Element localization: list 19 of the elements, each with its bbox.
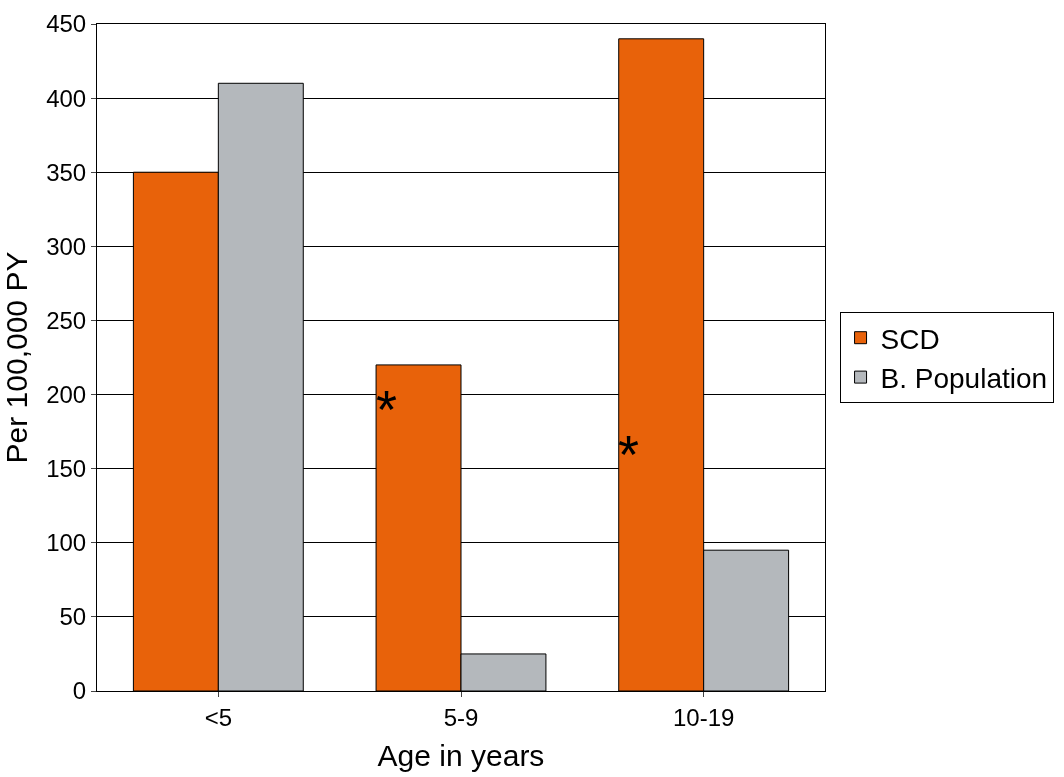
y-axis-title: Per 100,000 PY xyxy=(0,251,33,464)
y-tick-label: 250 xyxy=(46,306,87,334)
y-tick-label: 0 xyxy=(72,677,87,705)
y-tick-label: 400 xyxy=(46,84,87,112)
legend-label: SCD xyxy=(880,323,940,355)
annotation: * xyxy=(376,379,398,439)
x-tick-label: 5-9 xyxy=(443,703,479,731)
y-tick-label: 150 xyxy=(46,455,87,483)
y-tick-label: 200 xyxy=(46,380,87,408)
x-tick-label: <5 xyxy=(204,703,233,731)
y-tick-label: 100 xyxy=(46,529,87,557)
annotation: * xyxy=(618,424,640,484)
x-axis-title: Age in years xyxy=(377,739,545,773)
x-tick-label: 10-19 xyxy=(672,703,735,731)
legend-label: B. Population xyxy=(880,363,1048,395)
y-tick-label: 50 xyxy=(59,603,87,631)
y-tick-label: 450 xyxy=(46,10,87,38)
y-tick-label: 350 xyxy=(46,158,87,186)
y-tick-label: 300 xyxy=(46,232,87,260)
